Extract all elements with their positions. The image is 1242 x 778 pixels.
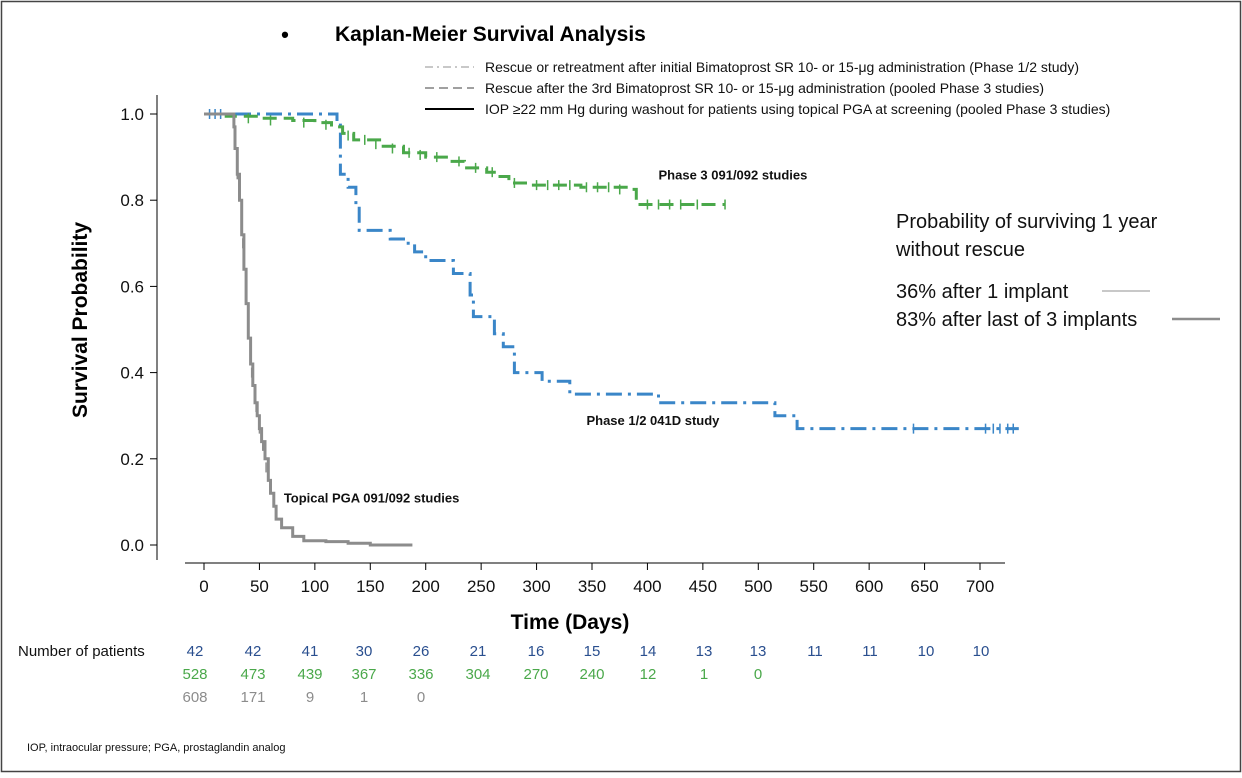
risk-table-cell: 13 <box>696 643 713 660</box>
x-tick-label: 300 <box>522 577 550 596</box>
risk-table-cell: 26 <box>413 643 430 660</box>
risk-table-cell: 528 <box>182 666 207 683</box>
risk-table-cell: 304 <box>465 666 490 683</box>
x-tick-label: 550 <box>800 577 828 596</box>
risk-table-cell: 608 <box>182 689 207 706</box>
x-tick-label: 150 <box>356 577 384 596</box>
series-annotation: Phase 1/2 041D study <box>586 413 720 428</box>
axes <box>156 95 1005 564</box>
risk-table-cell: 16 <box>528 643 545 660</box>
survival-curve <box>204 112 413 547</box>
risk-table-cell: 14 <box>640 643 657 660</box>
risk-table-cell: 171 <box>240 689 265 706</box>
legend-label: Rescue or retreatment after initial Bima… <box>485 59 1079 75</box>
y-tick-label: 0.0 <box>120 536 144 555</box>
chart-title: Kaplan-Meier Survival Analysis <box>335 23 646 46</box>
risk-table-cell: 439 <box>297 666 322 683</box>
info-box: Probability of surviving 1 year without … <box>895 211 1220 331</box>
x-tick-label: 0 <box>199 577 208 596</box>
x-tick-label: 600 <box>855 577 883 596</box>
tick-group: 0 50 100 150 200 250 300 350 400 450 500 550 600 650 7… <box>120 105 994 596</box>
risk-table-cell: 41 <box>302 643 319 660</box>
risk-table-label: Number of patients <box>18 643 145 660</box>
x-tick-label: 250 <box>467 577 495 596</box>
series-annotation: Topical PGA 091/092 studies <box>284 491 460 506</box>
x-tick-label: 400 <box>633 577 661 596</box>
info-heading-line2: without rescue <box>895 239 1025 261</box>
risk-table-cell: 15 <box>584 643 601 660</box>
risk-table-cell: 10 <box>918 643 935 660</box>
y-tick-label: 0.8 <box>120 191 144 210</box>
info-heading-line1: Probability of surviving 1 year <box>896 211 1158 233</box>
risk-table-cell: 1 <box>700 666 708 683</box>
y-axis-label: Survival Probability <box>69 222 92 418</box>
legend-label: Rescue after the 3rd Bimatoprost SR 10- … <box>485 80 1044 96</box>
y-tick-label: 0.4 <box>120 364 144 383</box>
risk-table-cell: 367 <box>351 666 376 683</box>
risk-table-cell: 1 <box>360 689 368 706</box>
risk-table-cell: 0 <box>417 689 425 706</box>
risk-table-cell: 30 <box>356 643 373 660</box>
legend-label: IOP ≥22 mm Hg during washout for patient… <box>485 101 1110 117</box>
x-tick-label: 450 <box>689 577 717 596</box>
risk-table-cell: 0 <box>754 666 762 683</box>
series-annotation: Phase 3 091/092 studies <box>659 167 808 182</box>
risk-table-cell: 42 <box>245 643 262 660</box>
risk-table-cell: 10 <box>973 643 990 660</box>
info-item-2: 83% after last of 3 implants <box>896 309 1137 331</box>
annotations: Phase 3 091/092 studies Phase 1/2 041D st… <box>284 167 808 505</box>
x-tick-label: 100 <box>301 577 329 596</box>
x-tick-label: 650 <box>910 577 938 596</box>
risk-table-cell: 13 <box>750 643 767 660</box>
risk-table-cell: 336 <box>408 666 433 683</box>
risk-table-cell: 240 <box>579 666 604 683</box>
risk-table-cell: 11 <box>807 643 823 660</box>
y-tick-label: 0.6 <box>120 277 144 296</box>
legend: Rescue or retreatment after initial Bima… <box>425 59 1110 117</box>
survival-curve <box>204 112 1019 431</box>
risk-table-cell: 21 <box>470 643 487 660</box>
x-tick-label: 500 <box>744 577 772 596</box>
x-tick-label: 50 <box>250 577 269 596</box>
y-tick-label: 1.0 <box>120 105 144 124</box>
risk-table-cell: 270 <box>523 666 548 683</box>
risk-table-cell: 473 <box>240 666 265 683</box>
footnote: IOP, intraocular pressure; PGA, prostagl… <box>27 742 285 754</box>
risk-table-cell: 12 <box>640 666 657 683</box>
y-tick-label: 0.2 <box>120 450 144 469</box>
info-item-1: 36% after 1 implant <box>896 281 1069 303</box>
x-tick-label: 700 <box>966 577 994 596</box>
risk-table-cell: 9 <box>306 689 314 706</box>
risk-table-cell: 42 <box>187 643 204 660</box>
x-tick-label: 200 <box>412 577 440 596</box>
x-axis-label: Time (Days) <box>511 611 630 634</box>
risk-table-cell: 11 <box>862 643 878 660</box>
x-tick-label: 350 <box>578 577 606 596</box>
title-bullet: • <box>281 22 289 47</box>
series-group <box>204 109 1019 547</box>
